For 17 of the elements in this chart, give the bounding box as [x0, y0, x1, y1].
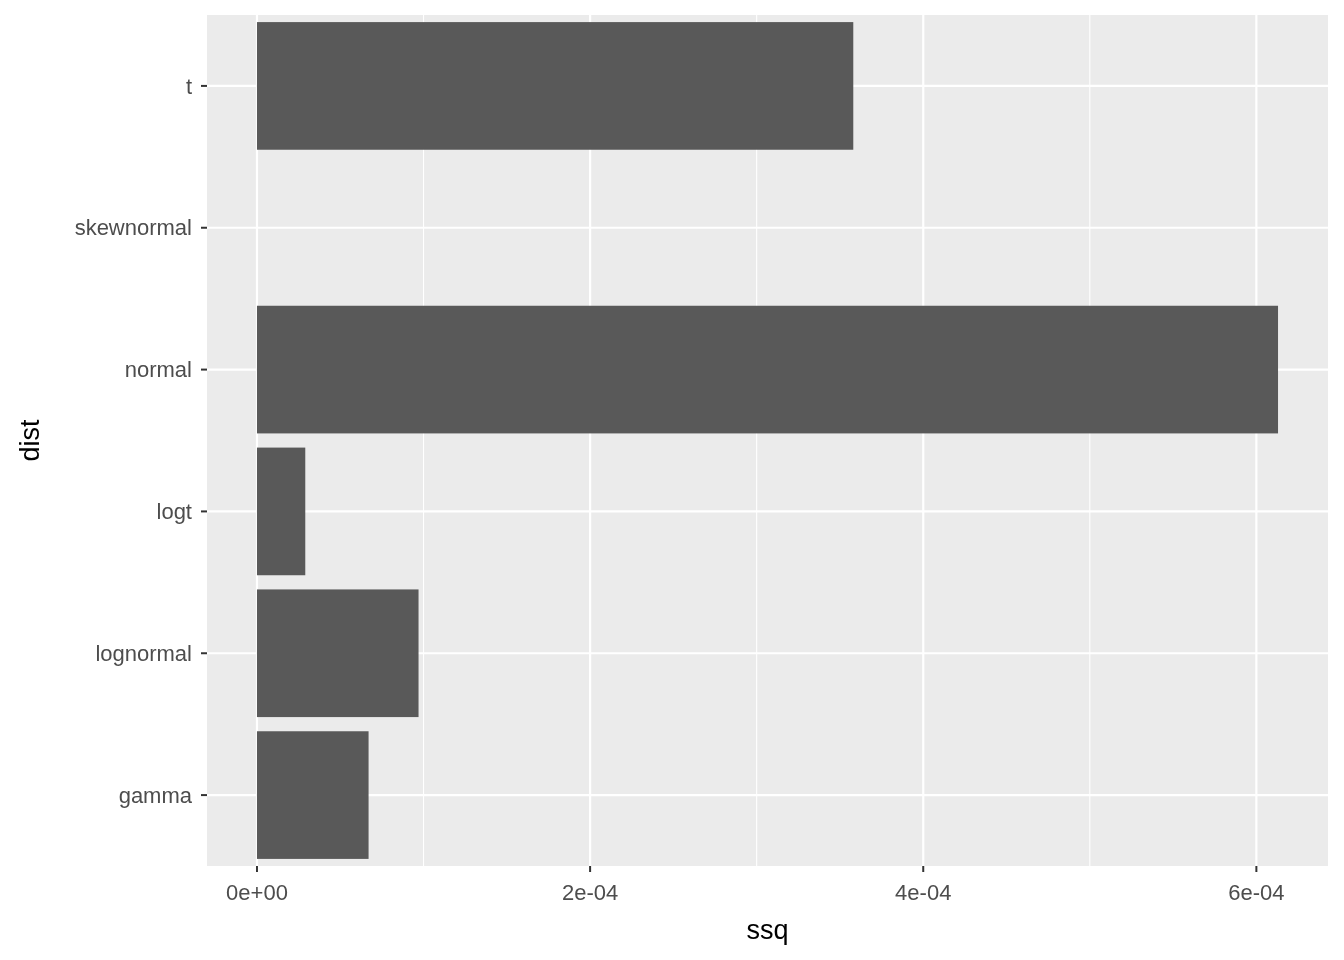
y-tick-label: logt	[156, 499, 192, 525]
y-tick-label: skewnormal	[74, 215, 192, 241]
y-tick-label: t	[185, 73, 192, 99]
bar	[256, 305, 1279, 434]
x-tick-label: 6e-04	[1228, 880, 1285, 905]
x-axis-title: ssq	[746, 915, 789, 945]
y-tick-label: lognormal	[95, 640, 192, 666]
y-tick-label: normal	[124, 357, 192, 383]
x-tick-label: 0e+00	[226, 880, 288, 905]
x-tick-label: 2e-04	[561, 880, 619, 905]
bar	[256, 589, 419, 718]
x-tick-label: 4e-04	[895, 880, 952, 905]
y-axis-title: dist	[15, 419, 45, 462]
bar	[256, 731, 369, 859]
bar	[256, 22, 854, 150]
y-tick-label: gamma	[118, 782, 193, 808]
bar	[256, 447, 306, 576]
